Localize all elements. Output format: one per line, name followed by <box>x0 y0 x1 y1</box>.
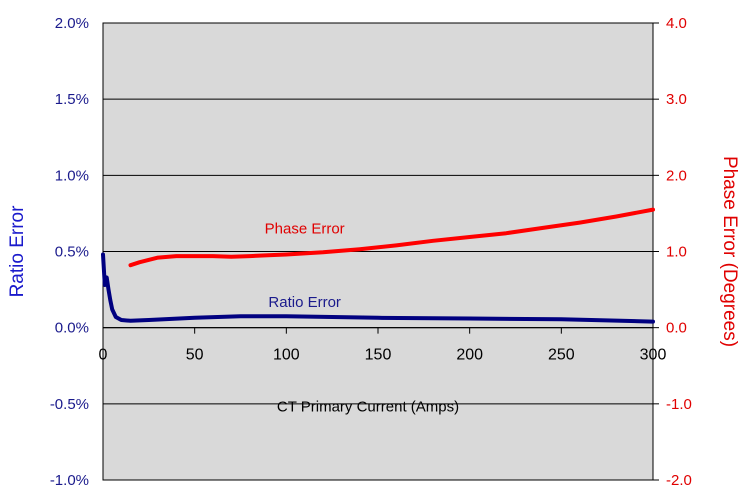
y-left-tick-label: -1.0% <box>50 472 89 489</box>
series-line-phase-error <box>128 207 655 268</box>
y-right-tick-label: 2.0 <box>666 167 687 184</box>
y-left-tick-label: -0.5% <box>50 396 89 413</box>
y-right-tick-label: 1.0 <box>666 244 687 261</box>
x-axis-label: CT Primary Current (Amps) <box>277 398 459 415</box>
x-tick-label: 100 <box>273 347 300 364</box>
y-right-tick-label: 3.0 <box>666 91 687 108</box>
y-right-tick-label: -1.0 <box>666 396 692 413</box>
x-tick-label: 200 <box>456 347 483 364</box>
y-axis-label-right: Phase Error (Degrees) <box>719 156 740 347</box>
grid <box>103 98 653 405</box>
y-right-tick-label: 4.0 <box>666 15 687 32</box>
x-tick-label: 0 <box>99 347 108 364</box>
series-lines <box>101 207 655 324</box>
axis-ticks: 2.0% 1.5% 1.0% 0.5% 0.0% -0.5% -1.0% 4.0 3.0 2.0 1… <box>50 15 692 489</box>
x-tick-label: 50 <box>186 347 204 364</box>
x-tick-label: 300 <box>640 347 667 364</box>
series-line-ratio-error <box>101 252 655 324</box>
x-tick-label: 250 <box>548 347 575 364</box>
y-left-tick-label: 0.0% <box>55 320 89 337</box>
y-right-tick-label: 0.0 <box>666 320 687 337</box>
axis-labels: Ratio Error Phase Error (Degrees) CT Pri… <box>7 156 740 416</box>
y-left-tick-label: 1.5% <box>55 91 89 108</box>
y-axis-label-left: Ratio Error <box>7 205 28 298</box>
annotation-phase-error: Phase Error <box>265 221 345 238</box>
annotation-ratio-error: Ratio Error <box>268 294 341 311</box>
y-right-tick-label: -2.0 <box>666 472 692 489</box>
y-left-tick-label: 0.5% <box>55 244 89 261</box>
y-left-tick-label: 1.0% <box>55 167 89 184</box>
x-tick-label: 150 <box>365 347 392 364</box>
y-left-tick-label: 2.0% <box>55 15 89 32</box>
